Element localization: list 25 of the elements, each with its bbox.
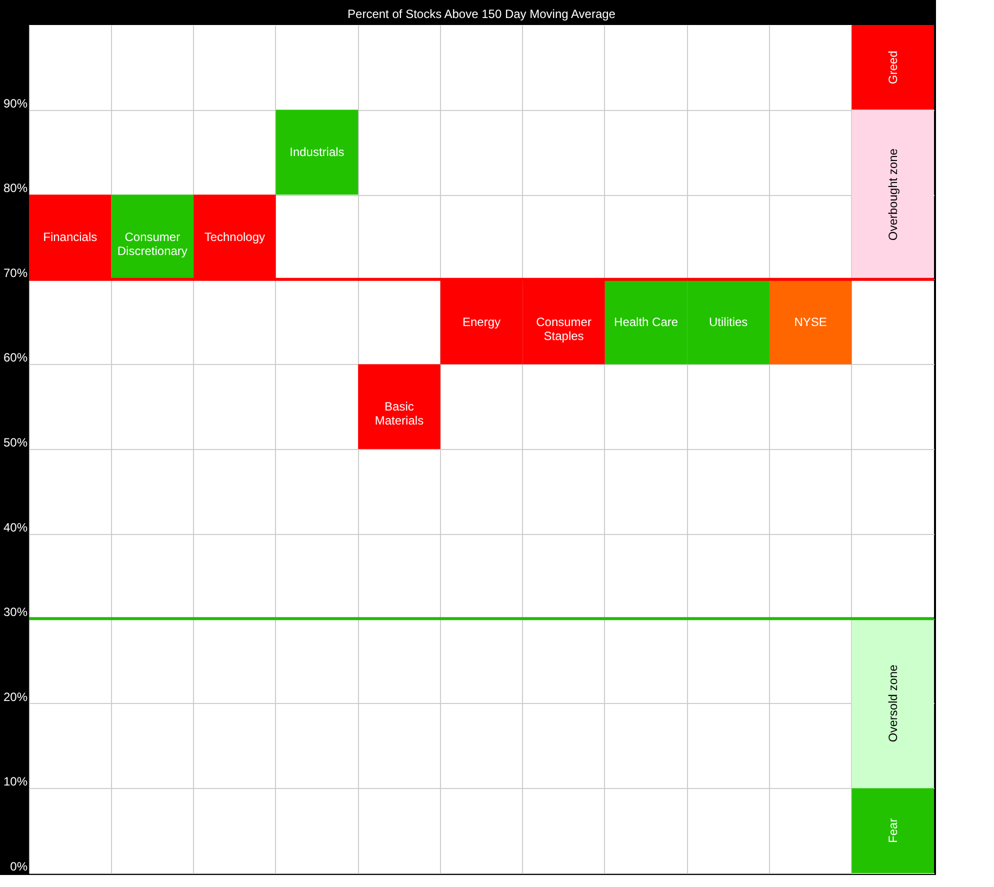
- y-tick-label: 70%: [3, 266, 28, 280]
- data-label: Energy: [462, 314, 501, 329]
- data-label: Greed: [886, 50, 900, 84]
- data-label: Consumer Staples: [536, 314, 592, 343]
- data-label: Consumer Discretionary: [117, 230, 188, 258]
- data-label: Health Care: [614, 314, 678, 329]
- y-tick-label: 10%: [3, 774, 28, 789]
- y-tick-label: 30%: [3, 605, 28, 620]
- data-label: Technology: [204, 230, 266, 244]
- chart-title: Percent of Stocks Above 150 Day Moving Average: [348, 7, 616, 21]
- data-label: Financials: [43, 230, 98, 244]
- y-tick-label: 20%: [3, 690, 28, 704]
- data-label: Oversold zone: [886, 664, 900, 742]
- data-label: Utilities: [708, 314, 748, 329]
- y-tick-label: 80%: [3, 181, 28, 196]
- data-label: Basic Materials: [374, 400, 424, 428]
- y-tick-label: 90%: [3, 96, 28, 110]
- data-label: NYSE: [794, 314, 827, 329]
- y-tick-label: 40%: [3, 520, 28, 534]
- y-tick-label: 60%: [3, 350, 28, 365]
- y-tick-label: 50%: [3, 436, 28, 450]
- y-tick-label: 0%: [10, 860, 28, 874]
- data-label: Overbought zone: [886, 148, 900, 241]
- data-label: Fear: [886, 818, 900, 843]
- data-label: Industrials: [290, 145, 344, 160]
